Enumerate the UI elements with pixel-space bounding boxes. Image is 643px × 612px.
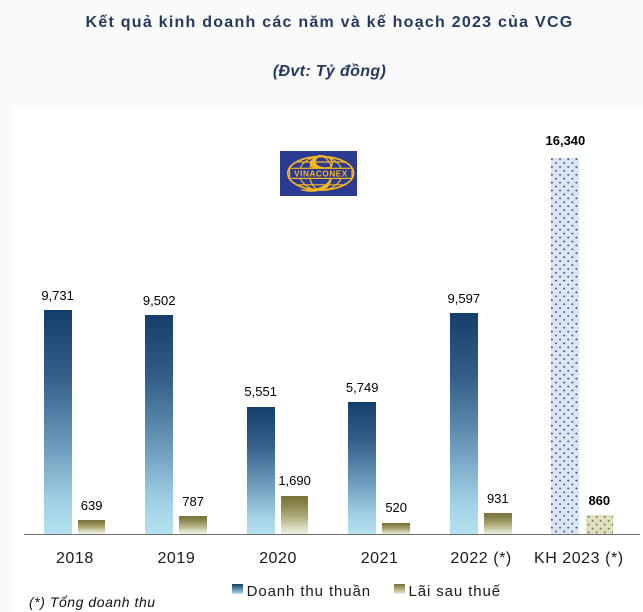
svg-text:VINACONEX: VINACONEX — [294, 169, 348, 178]
